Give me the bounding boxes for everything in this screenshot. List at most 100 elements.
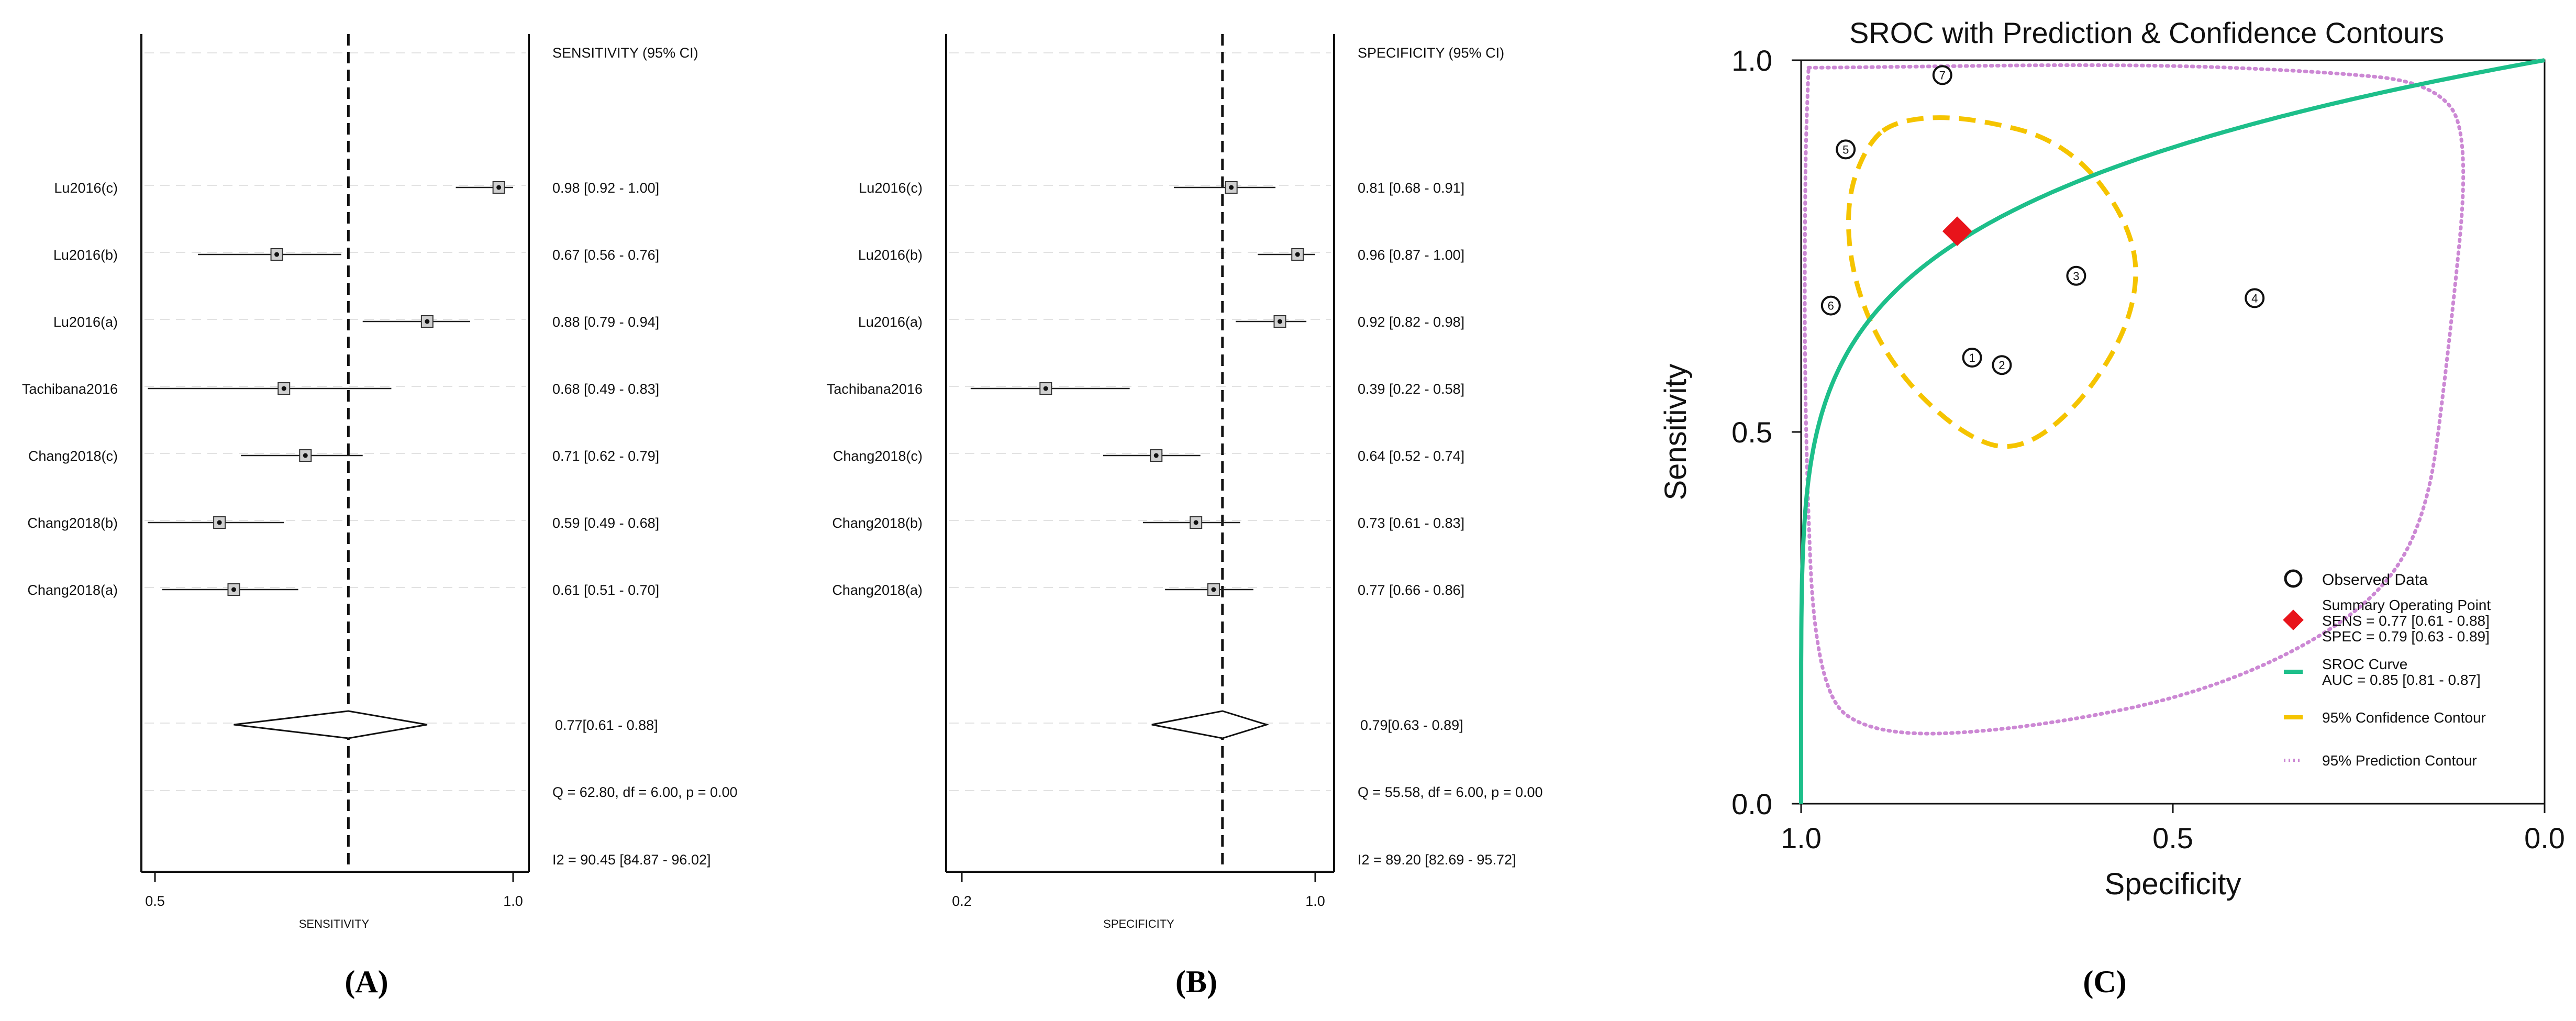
ci-label: 0.98 [0.92 - 1.00] (552, 180, 659, 196)
observed-point (1820, 295, 1841, 316)
point-estimate (1295, 252, 1300, 257)
x-axis-label: SPECIFICITY (1103, 917, 1174, 930)
chart-title: SROC with Prediction & Confidence Contou… (1849, 16, 2444, 49)
x-tick-label: 0.2 (952, 893, 972, 909)
point-estimate (425, 319, 430, 324)
ci-label: 0.81 [0.68 - 0.91] (1358, 180, 1464, 196)
legend-observed-marker (2284, 569, 2303, 588)
legend-summary-marker (2283, 609, 2304, 630)
observed-point-label: 7 (1939, 69, 1946, 82)
x-tick-label: 1.0 (1305, 893, 1325, 909)
panel-c-sroc: SROC with Prediction & Confidence Contou… (1659, 16, 2565, 999)
x-tick-label: 1.0 (1781, 822, 1822, 854)
point-estimate (1153, 453, 1159, 458)
panel-a-sensitivity-forest: SENSITIVITY (95% CI) 0.5 1.0 SENSITIVITY… (22, 34, 738, 999)
i2-label: I2 = 89.20 [82.69 - 95.72] (1358, 852, 1516, 868)
legend-prediction-label: 95% Prediction Contour (2322, 752, 2477, 769)
ci-label: 0.73 [0.61 - 0.83] (1358, 515, 1464, 531)
ci-label: 0.71 [0.62 - 0.79] (552, 448, 659, 464)
observed-point (1992, 355, 2012, 375)
ci-label: 0.96 [0.87 - 1.00] (1358, 247, 1464, 263)
y-tick-label: 0.5 (1731, 416, 1772, 449)
point-estimate (1193, 520, 1198, 525)
forest-header: SPECIFICITY (95% CI) (1358, 45, 1504, 61)
point-estimate (1278, 319, 1282, 324)
observed-point (1932, 65, 1952, 85)
plot-area: 1 2 3 4 5 6 7 (1792, 58, 2546, 813)
x-axis-label: Specificity (2104, 867, 2241, 901)
study-label: Chang2018(a) (27, 582, 118, 598)
point-estimate (496, 185, 502, 190)
observed-point-label: 6 (1828, 299, 1834, 313)
study-label: Chang2018(c) (833, 448, 923, 464)
observed-point (2066, 265, 2086, 286)
observed-point-label: 5 (1842, 143, 1849, 156)
study-label: Chang2018(a) (832, 582, 923, 598)
point-estimate (1043, 386, 1048, 391)
y-tick-label: 1.0 (1731, 44, 1772, 77)
observed-point-label: 4 (2251, 292, 2258, 305)
confidence-contour (1846, 115, 2138, 449)
ci-label: 0.64 [0.52 - 0.74] (1358, 448, 1464, 464)
study-label: Chang2018(b) (832, 515, 923, 531)
summary-operating-point (1942, 216, 1972, 246)
panel-letter: (B) (1175, 964, 1217, 999)
point-estimate (1211, 587, 1216, 592)
point-estimate (303, 453, 308, 458)
study-label: Lu2016(b) (858, 247, 923, 263)
ci-label: 0.68 [0.49 - 0.83] (552, 381, 659, 397)
ci-label: 0.77 [0.66 - 0.86] (1358, 582, 1464, 598)
study-label: Lu2016(a) (858, 314, 923, 330)
x-axis-label: SENSITIVITY (299, 917, 370, 930)
legend-sroc-label: SROC Curve (2322, 656, 2407, 672)
heterogeneity-label: Q = 62.80, df = 6.00, p = 0.00 (552, 784, 738, 800)
study-label: Lu2016(c) (54, 180, 118, 196)
study-label: Lu2016(a) (53, 314, 118, 330)
point-estimate (231, 587, 236, 592)
summary-label: 0.79[0.63 - 0.89] (1360, 717, 1463, 733)
summary-label: 0.77[0.61 - 0.88] (555, 717, 658, 733)
summary-diamond (1151, 710, 1270, 739)
legend-sroc-auc: AUC = 0.85 [0.81 - 0.87] (2322, 672, 2481, 688)
y-axis-label: Sensitivity (1659, 363, 1693, 500)
observed-point-label: 1 (1969, 351, 1975, 364)
point-estimate (281, 386, 286, 391)
legend-summary-spec: SPEC = 0.79 [0.63 - 0.89] (2322, 628, 2490, 645)
legend-observed-label: Observed Data (2322, 571, 2428, 589)
x-tick-label: 1.0 (503, 893, 523, 909)
legend: Observed Data Summary Operating Point SE… (2283, 569, 2491, 769)
study-label: Lu2016(b) (53, 247, 118, 263)
ci-label: 0.59 [0.49 - 0.68] (552, 515, 659, 531)
sroc-curve (1799, 58, 2545, 804)
x-tick-label: 0.0 (2524, 822, 2565, 854)
legend-confidence-label: 95% Confidence Contour (2322, 709, 2486, 726)
x-tick-label: 0.5 (145, 893, 165, 909)
summary-diamond (234, 710, 428, 739)
observed-point (1836, 139, 1856, 160)
observed-point (1962, 348, 1982, 368)
i2-label: I2 = 90.45 [84.87 - 96.02] (552, 852, 710, 868)
axes: 1.0 0.5 0.0 0.0 0.5 1.0 Specificity Sens… (1659, 44, 2565, 901)
ci-label: 0.61 [0.51 - 0.70] (552, 582, 659, 598)
panel-letter: (C) (2083, 964, 2126, 999)
point-estimate (217, 520, 222, 525)
ci-label: 0.39 [0.22 - 0.58] (1358, 381, 1464, 397)
point-estimate (1229, 185, 1234, 190)
plot-frame (1800, 59, 2546, 805)
heterogeneity-label: Q = 55.58, df = 6.00, p = 0.00 (1358, 784, 1543, 800)
observed-point (2245, 288, 2265, 308)
ci-label: 0.88 [0.79 - 0.94] (552, 314, 659, 330)
panel-letter: (A) (345, 964, 388, 999)
study-label: Tachibana2016 (22, 381, 118, 397)
panel-b-specificity-forest: SPECIFICITY (95% CI) 0.2 1.0 SPECIFICITY… (827, 34, 1543, 999)
ci-label: 0.67 [0.56 - 0.76] (552, 247, 659, 263)
forest-header: SENSITIVITY (95% CI) (552, 45, 698, 61)
observed-point-label: 3 (2073, 270, 2079, 283)
study-label: Chang2018(b) (27, 515, 118, 531)
point-estimate (274, 252, 280, 257)
x-tick-label: 0.5 (2152, 822, 2193, 854)
study-label: Lu2016(c) (859, 180, 923, 196)
legend-summary-sens: SENS = 0.77 [0.61 - 0.88] (2322, 613, 2490, 629)
ci-label: 0.92 [0.82 - 0.98] (1358, 314, 1464, 330)
